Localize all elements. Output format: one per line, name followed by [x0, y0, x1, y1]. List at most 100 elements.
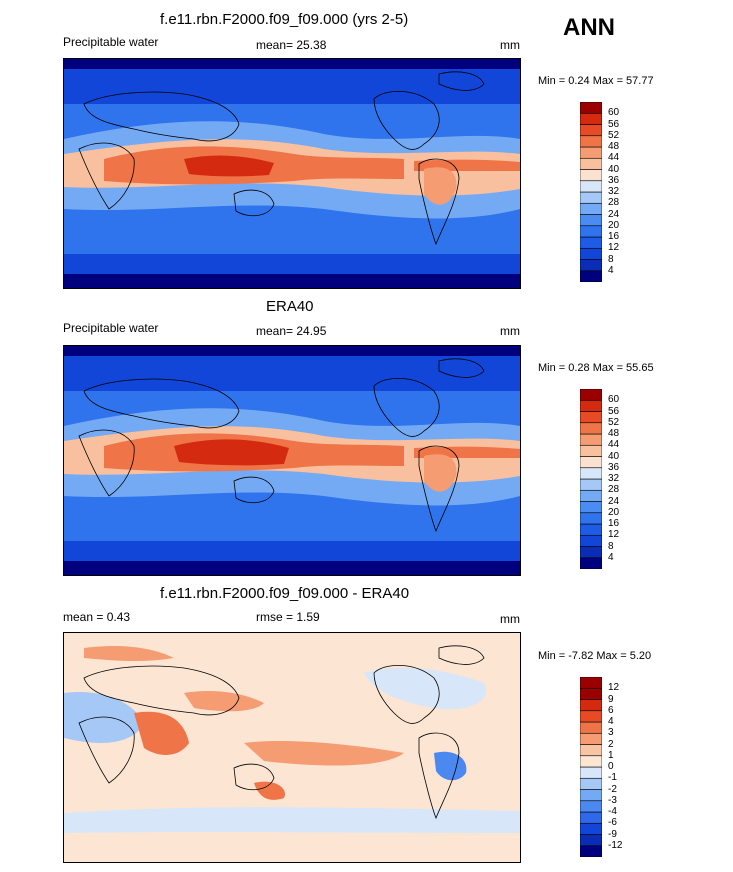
panel3-colorbar-svg: [579, 676, 603, 858]
colorbar-tick-label: 20: [608, 506, 620, 518]
positive-patch: [244, 741, 404, 766]
colorbar-tick-label: -12: [608, 839, 623, 851]
panel1-minmax: Min = 0.24 Max = 57.77: [538, 75, 654, 87]
colorbar-tick-label: -2: [608, 783, 617, 795]
panel1-title: f.e11.rbn.F2000.f09_f09.000 (yrs 2-5): [160, 11, 409, 28]
colorbar-tick-label: 4: [608, 264, 614, 276]
colorbar-tick-label: 12: [608, 242, 620, 254]
colorbar-tick-label: 8: [608, 540, 614, 552]
negative-patch: [364, 667, 486, 710]
colorbar-tick-label: 48: [608, 141, 620, 152]
panel1-colorbar: [579, 101, 603, 283]
colorbar-swatch: [579, 270, 603, 283]
colorbar-tick-label: 24: [608, 495, 620, 507]
season-label: ANN: [563, 14, 615, 41]
colorbar-tick-label: 52: [608, 416, 620, 428]
colorbar-tick-label: 12: [608, 529, 620, 541]
negative-patch: [64, 692, 144, 743]
colorbar-tick-label: -1: [608, 772, 617, 784]
colorbar-tick-label: 4: [608, 716, 614, 727]
colorbar-swatch: [579, 214, 603, 227]
colorbar-swatch: [579, 845, 603, 858]
colorbar-tick-label: 0: [608, 761, 614, 772]
colorbar-tick-label: 48: [608, 428, 620, 439]
panel3-minmax: Min = -7.82 Max = 5.20: [538, 650, 652, 662]
colorbar-tick-label: 3: [608, 727, 614, 739]
colorbar-tick-label: 20: [608, 219, 620, 231]
panel2-minmax: Min = 0.28 Max = 55.65: [538, 362, 654, 374]
amazon-moist: [424, 167, 457, 205]
colorbar-swatch: [579, 433, 603, 446]
colorbar-swatch: [579, 202, 603, 215]
colorbar-swatch: [579, 744, 603, 757]
panel2-mean: mean= 24.95: [256, 324, 327, 338]
colorbar-tick-label: 12: [608, 682, 620, 694]
panel2-colorbar-svg: [579, 388, 603, 570]
colorbar-swatch: [579, 399, 603, 412]
colorbar-tick-label: 4: [608, 551, 614, 563]
colorbar-tick-label: 6: [608, 704, 614, 716]
colorbar-tick-label: 40: [608, 450, 620, 462]
panel3-units: mm: [500, 612, 520, 626]
positive-patch: [254, 781, 285, 800]
panel1-mean: mean= 25.38: [256, 38, 327, 52]
amazon-moist: [424, 454, 457, 492]
colorbar-tick-label: 1: [608, 749, 614, 761]
colorbar-swatch: [579, 456, 603, 469]
colorbar-swatch: [579, 777, 603, 790]
colorbar-swatch: [579, 467, 603, 480]
colorbar-swatch: [579, 732, 603, 745]
colorbar-tick-label: 56: [608, 118, 620, 130]
colorbar-swatch: [579, 112, 603, 125]
panel2-units: mm: [500, 324, 520, 338]
colorbar-tick-label: -4: [608, 806, 617, 817]
colorbar-swatch: [579, 157, 603, 170]
colorbar-swatch: [579, 834, 603, 847]
colorbar-swatch: [579, 755, 603, 768]
coastlines: [78, 645, 485, 820]
colorbar-tick-label: 16: [608, 231, 620, 242]
colorbar-swatch: [579, 766, 603, 779]
colorbar-swatch: [579, 687, 603, 700]
colorbar-swatch: [579, 478, 603, 491]
colorbar-tick-label: 44: [608, 152, 620, 164]
colorbar-tick-label: 32: [608, 186, 620, 197]
colorbar-tick-label: 60: [608, 107, 620, 119]
colorbar-tick-label: 44: [608, 439, 620, 451]
colorbar-swatch: [579, 225, 603, 238]
colorbar-swatch: [579, 523, 603, 536]
colorbar-tick-label: 24: [608, 208, 620, 220]
positive-patch: [184, 691, 264, 712]
panel1-colorbar-svg: [579, 101, 603, 283]
colorbar-swatch: [579, 247, 603, 260]
colorbar-swatch: [579, 800, 603, 813]
colorbar-swatch: [579, 676, 603, 689]
colorbar-swatch: [579, 489, 603, 502]
colorbar-tick-label: 8: [608, 253, 614, 265]
colorbar-tick-label: -9: [608, 828, 617, 840]
panel3-colorbar: [579, 676, 603, 858]
colorbar-tick-label: -3: [608, 794, 617, 806]
colorbar-swatch: [579, 191, 603, 204]
panel1-variable-label: Precipitable water: [63, 35, 159, 49]
colorbar-swatch: [579, 512, 603, 525]
colorbar-tick-label: 9: [608, 693, 614, 705]
panel3-map: [63, 632, 521, 863]
colorbar-swatch: [579, 146, 603, 159]
colorbar-swatch: [579, 135, 603, 148]
colorbar-tick-label: 60: [608, 394, 620, 406]
colorbar-tick-label: 16: [608, 518, 620, 529]
colorbar-tick-label: 52: [608, 129, 620, 141]
panel2-map: [63, 345, 521, 576]
panel2-variable-label: Precipitable water: [63, 321, 159, 335]
colorbar-swatch: [579, 422, 603, 435]
colorbar-tick-label: 36: [608, 461, 620, 473]
panel3-title: f.e11.rbn.F2000.f09_f09.000 - ERA40: [160, 585, 410, 602]
colorbar-swatch: [579, 546, 603, 559]
colorbar-tick-label: 36: [608, 174, 620, 186]
negative-patch: [64, 807, 520, 833]
panel1-units: mm: [500, 38, 520, 52]
colorbar-swatch: [579, 811, 603, 824]
panel1-map: [63, 58, 521, 289]
colorbar-swatch: [579, 721, 603, 734]
